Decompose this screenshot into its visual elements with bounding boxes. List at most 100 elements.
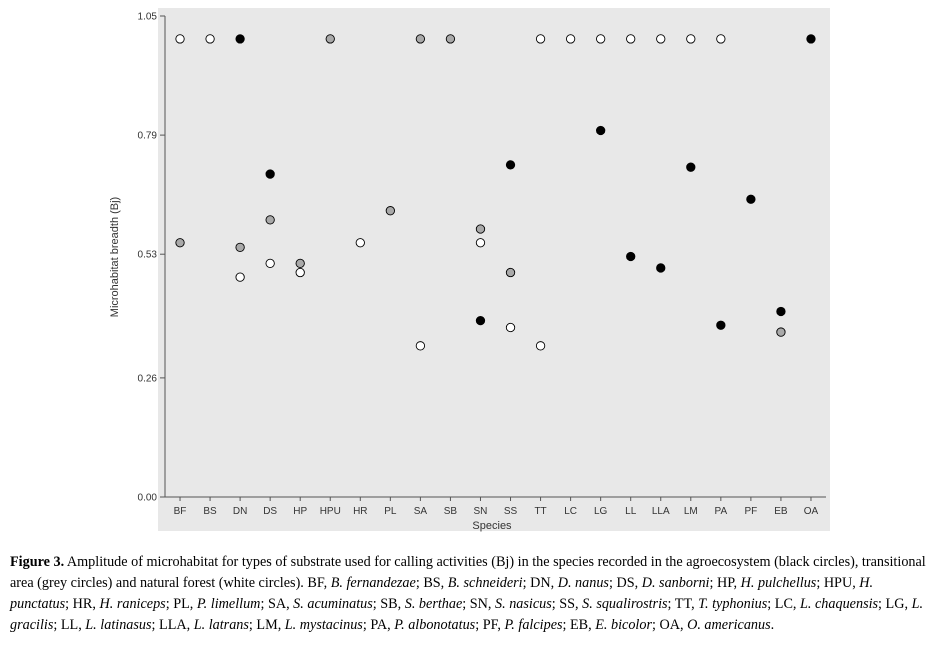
caption-abbreviations: BF, B. fernandezae; BS, B. schneideri; D… xyxy=(10,575,923,633)
species-name: O. americanus xyxy=(687,617,771,633)
caption-label: Figure 3. xyxy=(10,554,65,570)
data-point-grey xyxy=(505,267,516,278)
data-point-white xyxy=(535,341,546,351)
data-point-white xyxy=(475,238,486,248)
species-name: L. latrans xyxy=(193,617,249,633)
axes xyxy=(164,16,826,498)
data-point-grey xyxy=(175,238,185,248)
data-point-white xyxy=(626,34,636,44)
data-point-white xyxy=(535,34,546,44)
species-name: H. pulchellus xyxy=(740,575,817,591)
data-point-white xyxy=(205,34,215,44)
species-name: P. albonotatus xyxy=(394,617,476,633)
data-points xyxy=(175,34,816,351)
x-tick-label: LLA xyxy=(652,506,670,517)
data-point-white xyxy=(716,34,726,44)
data-point-white xyxy=(656,34,666,44)
species-name: S. acuminatus xyxy=(293,596,373,612)
data-point-black xyxy=(265,169,275,179)
x-tick-label: HPU xyxy=(320,506,341,517)
species-name: B. schneideri xyxy=(447,575,523,591)
y-tick-labels: 0.00 0.26 0.53 0.79 1.05 xyxy=(138,12,165,504)
data-point-white xyxy=(175,34,185,44)
data-point-black xyxy=(806,34,816,44)
data-point-black xyxy=(656,263,666,273)
x-tick-label: HP xyxy=(293,506,307,517)
data-point-white xyxy=(355,238,365,248)
data-point-grey xyxy=(475,224,486,234)
species-name: L. chaquensis xyxy=(800,596,879,612)
species-name: S. squalirostris xyxy=(582,596,668,612)
data-point-grey xyxy=(445,34,456,44)
x-tick-label: SA xyxy=(414,506,428,517)
data-point-white xyxy=(265,258,275,269)
species-name: E. bicolor xyxy=(595,617,652,633)
data-point-black xyxy=(475,315,486,326)
data-point-black xyxy=(776,306,786,317)
species-name: D. nanus xyxy=(557,575,609,591)
y-axis-title: Microhabitat breadth (Bj) xyxy=(109,197,121,317)
species-name: P. limellum xyxy=(196,596,261,612)
x-tick-label: PL xyxy=(384,506,397,517)
x-tick-label: LC xyxy=(564,506,577,517)
x-tick-label: HR xyxy=(353,506,367,517)
species-name: H. raniceps xyxy=(99,596,166,612)
data-point-black xyxy=(626,251,636,262)
species-name: L. mystacinus xyxy=(284,617,363,633)
x-tick-label: DS xyxy=(263,506,277,517)
x-tick-label: PA xyxy=(715,506,728,517)
data-point-white xyxy=(295,267,305,278)
data-point-white xyxy=(415,341,426,351)
x-tick-label: BF xyxy=(174,506,187,517)
x-tick-label: LG xyxy=(594,506,608,517)
y-tick-label: 0.26 xyxy=(138,373,158,384)
x-tick-label: PF xyxy=(744,506,757,517)
x-axis-title: Species xyxy=(472,520,512,532)
figure-caption: Figure 3. Amplitude of microhabitat for … xyxy=(10,552,932,636)
data-point-grey xyxy=(385,206,395,216)
x-tick-label: LM xyxy=(684,506,698,517)
x-tick-label: TT xyxy=(534,506,546,517)
x-tick-label: EB xyxy=(774,506,788,517)
data-point-black xyxy=(596,125,606,136)
data-point-grey xyxy=(295,258,305,269)
caption-text: Amplitude of microhabitat for types of s… xyxy=(10,554,926,591)
y-tick-label: 0.00 xyxy=(138,493,158,504)
data-point-black xyxy=(505,160,516,170)
species-name: L. latinasus xyxy=(85,617,152,633)
data-point-white xyxy=(565,34,576,44)
data-point-black xyxy=(746,194,756,204)
x-tick-label: BS xyxy=(203,506,217,517)
species-name: B. fernandezae xyxy=(330,575,416,591)
data-point-grey xyxy=(325,34,335,44)
plot-background xyxy=(158,8,830,531)
species-name: D. sanborni xyxy=(641,575,710,591)
data-point-white xyxy=(505,322,516,333)
scatter-chart: 0.00 0.26 0.53 0.79 1.05 BF BS DN DS HP HPU HR PL SA… xyxy=(109,8,830,532)
data-point-black xyxy=(716,320,726,330)
x-tick-label: DN xyxy=(233,506,247,517)
x-tick-labels: BF BS DN DS HP HPU HR PL SA SB SN SS TT LC LG LL LLA LM PA… xyxy=(174,497,819,517)
data-point-black xyxy=(686,162,696,172)
data-point-white xyxy=(686,34,696,44)
species-name: S. berthae xyxy=(404,596,463,612)
x-tick-label: SN xyxy=(474,506,488,517)
species-name: T. typhonius xyxy=(698,596,768,612)
y-tick-label: 0.79 xyxy=(138,131,158,142)
species-name: P. falcipes xyxy=(504,617,563,633)
y-tick-label: 1.05 xyxy=(138,12,158,23)
y-tick-label: 0.53 xyxy=(138,250,158,261)
data-point-black xyxy=(235,34,245,44)
x-tick-label: SB xyxy=(444,506,458,517)
data-point-grey xyxy=(415,34,426,44)
species-name: S. nasicus xyxy=(495,596,552,612)
species-name: H. punctatus xyxy=(10,575,874,612)
data-point-white xyxy=(235,272,245,282)
x-tick-label: LL xyxy=(625,506,637,517)
x-tick-label: SS xyxy=(504,506,518,517)
data-point-grey xyxy=(265,215,275,225)
data-point-grey xyxy=(776,327,786,337)
data-point-grey xyxy=(235,242,245,252)
species-name: L. gracilis xyxy=(10,596,923,633)
x-tick-label: OA xyxy=(804,506,819,517)
